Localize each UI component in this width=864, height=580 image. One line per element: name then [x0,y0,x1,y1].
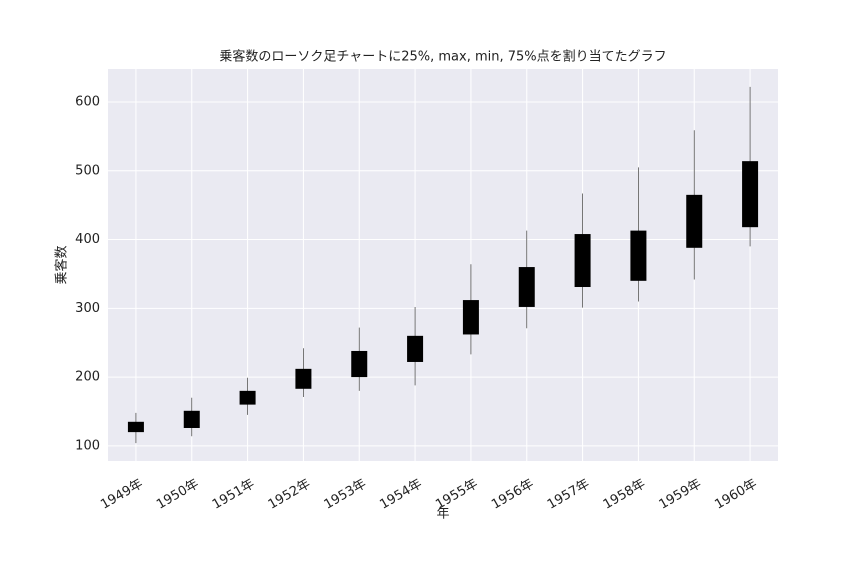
x-tick-label: 1955年 [433,477,480,513]
y-tick-label: 400 [75,232,100,247]
candle-body [518,267,535,307]
plot-area [108,69,778,461]
x-tick-label: 1953年 [322,477,369,513]
y-tick-label: 200 [75,370,100,385]
x-tick-label: 1952年 [266,477,313,513]
x-tick-label: 1957年 [545,477,592,513]
x-tick-label: 1956年 [489,477,536,513]
x-tick-label: 1958年 [601,477,648,513]
x-tick-label: 1960年 [712,477,759,513]
candle-body [462,300,479,335]
candle-body [742,161,759,228]
candle-body [574,234,591,288]
candle-body [239,390,256,405]
x-tick-label: 1950年 [154,477,201,513]
candle-body [183,410,200,428]
y-axis-label: 乗客数 [54,245,70,284]
candle-body [127,421,144,433]
y-tick-label: 100 [75,438,100,453]
y-tick-label: 300 [75,301,100,316]
y-tick-label: 600 [75,95,100,110]
candle-body [630,230,647,281]
candle-body [295,368,312,389]
candle-body [407,335,424,362]
x-tick-label: 1954年 [377,477,424,513]
x-tick-label: 1959年 [657,477,704,513]
candle-body [351,350,368,378]
x-tick-label: 1951年 [210,477,257,513]
x-tick-label: 1949年 [98,477,145,513]
candle-body [686,194,703,248]
chart-title: 乗客数のローソク足チャートに25%, max, min, 75%点を割り当てたグ… [219,49,666,65]
x-axis-label: 年 [436,507,449,522]
y-tick-label: 500 [75,163,100,178]
